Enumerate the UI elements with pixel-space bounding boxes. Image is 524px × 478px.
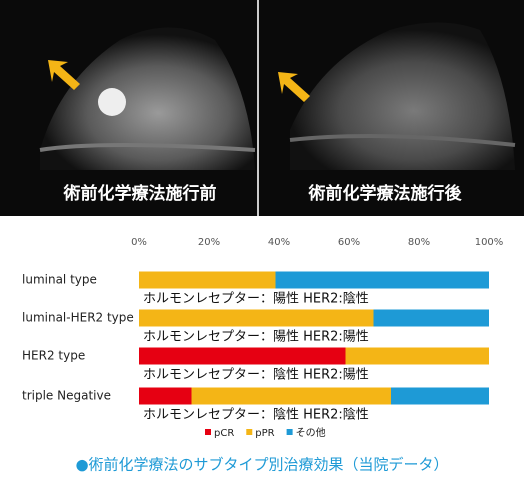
bar-segment [275,271,489,289]
bar-segment [373,309,489,327]
legend-label: その他 [296,426,326,439]
legend-swatch [286,429,293,435]
x-tick-label: 60% [338,237,360,248]
category-label: HER2 type [22,349,85,363]
x-tick-label: 0% [131,237,147,248]
bar-segment [139,387,192,405]
image-label: 術前化学療法施行前 [63,183,217,204]
bar-segment [139,347,346,365]
category-label: luminal type [22,273,97,287]
bar-segment [345,347,489,365]
image-label: 術前化学療法施行後 [308,183,463,204]
category-note: ホルモンレセプター：陽性 HER2:陰性 [143,292,369,307]
bar-segment [139,309,374,327]
x-tick-label: 80% [408,237,430,248]
x-tick-label: 100% [475,237,504,248]
category-label: luminal-HER2 type [22,311,134,325]
category-note: ホルモンレセプター：陰性 HER2:陽性 [143,368,369,383]
x-tick-label: 40% [268,237,290,248]
x-tick-label: 20% [198,237,220,248]
bar-segment [191,387,391,405]
mri-before [39,27,256,170]
legend-label: pPR [255,428,274,439]
category-label: triple Negative [22,389,111,403]
legend-swatch [205,429,211,435]
legend-swatch [246,429,253,435]
mri-after [278,22,516,170]
bar-segment [391,387,489,405]
category-note: ホルモンレセプター：陰性 HER2:陰性 [143,408,369,423]
bar-segment [139,271,276,289]
category-note: ホルモンレセプター：陽性 HER2:陽性 [143,330,369,345]
legend-label: pCR [214,428,234,439]
caption: ●術前化学療法のサブタイプ別治療効果（当院データ） [75,456,448,474]
